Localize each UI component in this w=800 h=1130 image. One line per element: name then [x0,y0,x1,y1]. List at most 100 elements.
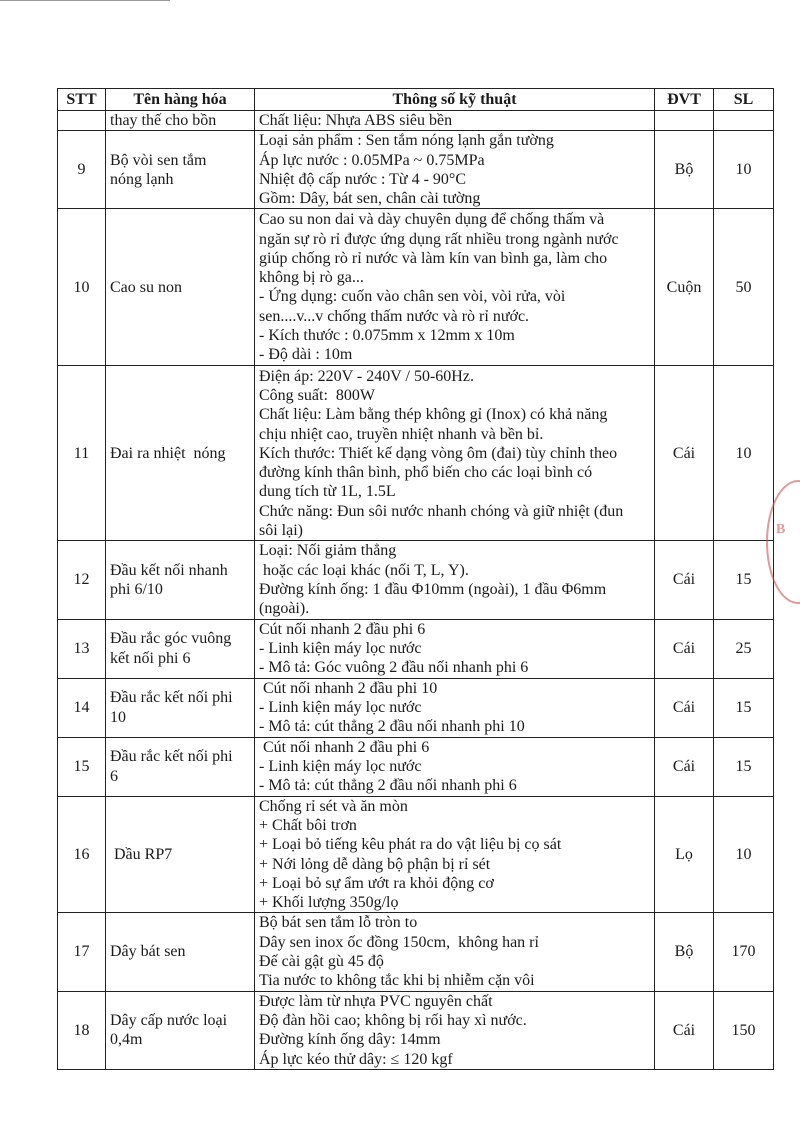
cell-name-line: Dầu RP7 [110,845,173,863]
cell-unit: Bộ [654,130,714,210]
table-row: 14 Đầu rắc kết nối phi 10 Cút nối nhanh 2 … [57,677,774,738]
cell-spec-line: Áp lực nước : 0.05MPa ~ 0.75MPa [259,151,485,169]
cell-spec-line: - Ứng dụng: cuốn vào chân sen vòi, vòi r… [259,288,566,306]
cell-spec: Được làm từ nhựa PVC nguyên chất Độ đàn h… [254,990,655,1070]
table-body: thay thế cho bồn Chất liệu: Nhựa ABS siêu… [57,109,774,1070]
cell-name-line: Dây bát sen [110,943,186,961]
cell-spec-line: Kích thước: Thiết kế dạng vòng ôm (đai) … [259,444,618,462]
cell-spec: Điện áp: 220V - 240V / 50-60Hz. Công suất… [254,365,655,542]
cell-name: Bộ vòi sen tắm nóng lạnh [105,130,255,210]
cell-name: Đầu rắc kết nối phi 6 [105,736,255,797]
cell-spec-line: Loại sản phẩm : Sen tắm nóng lạnh gắn tư… [259,132,554,150]
cell-qty: 170 [713,912,774,992]
cell-stt: 14 [57,677,106,738]
cell-spec-line: - Mô tả: cút thẳng 2 đầu nối nhanh phi 6 [259,777,517,795]
cell-name: Đầu kết nối nhanh phi 6/10 [105,540,255,620]
cell-spec-line: Cao su non dai và dày chuyên dụng để chố… [259,211,605,229]
cell-name-line: Đai ra nhiệt nóng [110,444,226,462]
cell-spec-line: Cút nối nhanh 2 đầu phi 6 [259,738,430,756]
table-row: 9 Bộ vòi sen tắm nóng lạnh Loại sản phẩm : … [57,130,774,210]
cell-spec-line: Chất liệu: Làm bằng thép không gỉ (Inox)… [259,406,608,424]
cell-name-line: thay thế cho bồn [110,112,217,129]
cell-spec-line: sen....v...v chống thấm nước và rò rỉ nư… [259,307,530,325]
cell-spec-line: Chất liệu: Nhựa ABS siêu bền [259,112,453,129]
cell-qty: 50 [713,208,774,367]
cell-spec-line: giúp chống rò rỉ nước và làm kín van bìn… [259,249,608,267]
cell-name-line: Đầu rắc kết nối phi [110,748,233,766]
cell-name-line: 10 [110,708,126,726]
cell-name: Đầu rắc kết nối phi 10 [105,677,255,738]
cell-name-line: 6 [110,767,118,785]
table-row: 15 Đầu rắc kết nối phi 6 Cút nối nhanh 2 đ… [57,736,774,797]
cell-stt [57,109,106,132]
cell-spec: Cút nối nhanh 2 đầu phi 6 - Linh kiện máy… [254,736,655,797]
cell-spec: Cút nối nhanh 2 đầu phi 6 - Linh kiện máy… [254,618,655,679]
cell-stt: 10 [57,208,106,367]
cell-spec-line: - Mô tả: Góc vuông 2 đầu nối nhanh phi 6 [259,659,529,677]
cell-qty: 10 [713,130,774,210]
header-unit: ĐVT [654,88,714,111]
cell-spec: Chất liệu: Nhựa ABS siêu bền [254,109,655,132]
header-stt: STT [57,88,106,111]
cell-name-line: Bộ vòi sen tắm [110,151,207,169]
cell-name-line: Đầu rắc kết nối phi [110,689,233,707]
cell-spec-line: (ngoài). [259,600,310,618]
cell-spec-line: ngăn sự rò rỉ được ứng dụng rất nhiều tr… [259,230,619,248]
header-name: Tên hàng hóa [105,88,255,111]
cell-spec-line: dung tích từ 1L, 1.5L [259,483,396,501]
cell-spec-line: sôi lại) [259,522,303,540]
cell-unit: Bộ [654,912,714,992]
cell-spec-line: Độ đàn hồi cao; không bị rối hay xì nước… [259,1011,527,1029]
cell-stt: 17 [57,912,106,992]
cell-unit: Cái [654,365,714,542]
cell-spec-line: - Mô tả: cút thẳng 2 đầu nối nhanh phi 1… [259,718,525,736]
cell-spec-line: - Độ dài : 10m [259,346,353,364]
goods-spec-table: STT Tên hàng hóa Thông số kỹ thuật ĐVT S… [57,88,774,1070]
cell-spec-line: Công suất: 800W [259,386,375,404]
table-row: 12 Đầu kết nối nhanh phi 6/10 Loại: Nối giả… [57,540,774,620]
cell-name-line: Cao su non [110,278,182,296]
cell-spec-line: Bộ bát sen tắm lỗ tròn to [259,914,418,932]
header-row: STT Tên hàng hóa Thông số kỹ thuật ĐVT S… [57,88,774,111]
cell-spec-line: Cút nối nhanh 2 đầu phi 6 [259,620,426,638]
cell-spec-line: đường kính thân bình, phổ biến cho các l… [259,464,593,482]
cell-spec-line: Đường kính ống dây: 14mm [259,1031,441,1049]
cell-spec: Bộ bát sen tắm lỗ tròn to Dây sen inox ốc… [254,912,655,992]
table-row: 17 Dây bát sen Bộ bát sen tắm lỗ tròn to Dâ… [57,912,774,992]
cell-spec-line: + Khối lượng 350g/lọ [259,894,399,912]
cell-name: Dầu RP7 [105,795,255,914]
cell-name-line: Đầu rắc góc vuông [110,630,232,648]
cell-spec-line: hoặc các loại khác (nối T, L, Y). [259,561,469,579]
header-spec: Thông số kỹ thuật [254,88,655,111]
cell-spec-line: - Linh kiện máy lọc nước [259,640,422,658]
cell-spec-line: Chức năng: Đun sôi nước nhanh chóng và g… [259,502,624,520]
cell-stt: 15 [57,736,106,797]
cell-unit: Cái [654,990,714,1070]
scan-edge-line [0,0,170,1]
cell-qty: 15 [713,677,774,738]
cell-unit: Cái [654,618,714,679]
cell-unit: Cái [654,736,714,797]
stamp-letter: B [776,522,786,537]
cell-spec-line: Tia nước to không tắc khi bị nhiễm cặn v… [259,972,535,990]
cell-unit [654,109,714,132]
cell-unit: Cái [654,677,714,738]
cell-unit: Cái [654,540,714,620]
cell-qty [713,109,774,132]
cell-spec: Chống rỉ sét và ăn mòn + Chất bôi trơn + L… [254,795,655,914]
cell-name: Đai ra nhiệt nóng [105,365,255,542]
cell-spec-line: không bị rò ga... [259,269,364,287]
cell-spec-line: + Loại bỏ sự ẩm ướt ra khỏi động cơ [259,874,494,892]
cell-spec-line: Áp lực kéo thử dây: ≤ 120 kgf [259,1050,453,1068]
cell-spec-line: Cút nối nhanh 2 đầu phi 10 [259,679,438,697]
cell-qty: 10 [713,365,774,542]
cell-qty: 10 [713,795,774,914]
cell-spec-line: Dây sen inox ốc đồng 150cm, không han rỉ [259,933,539,951]
cell-spec-line: Loại: Nối giảm thẳng [259,542,397,560]
cell-spec-line: Điện áp: 220V - 240V / 50-60Hz. [259,367,474,385]
cell-spec-line: + Nới lỏng dễ dàng bộ phận bị rỉ sét [259,855,491,873]
cell-spec: Loại: Nối giảm thẳng hoặc các loại khác … [254,540,655,620]
table-row: 10 Cao su non Cao su non dai và dày chuyên… [57,208,774,367]
cell-name-line: phi 6/10 [110,581,163,599]
header-qty: SL [713,88,774,111]
